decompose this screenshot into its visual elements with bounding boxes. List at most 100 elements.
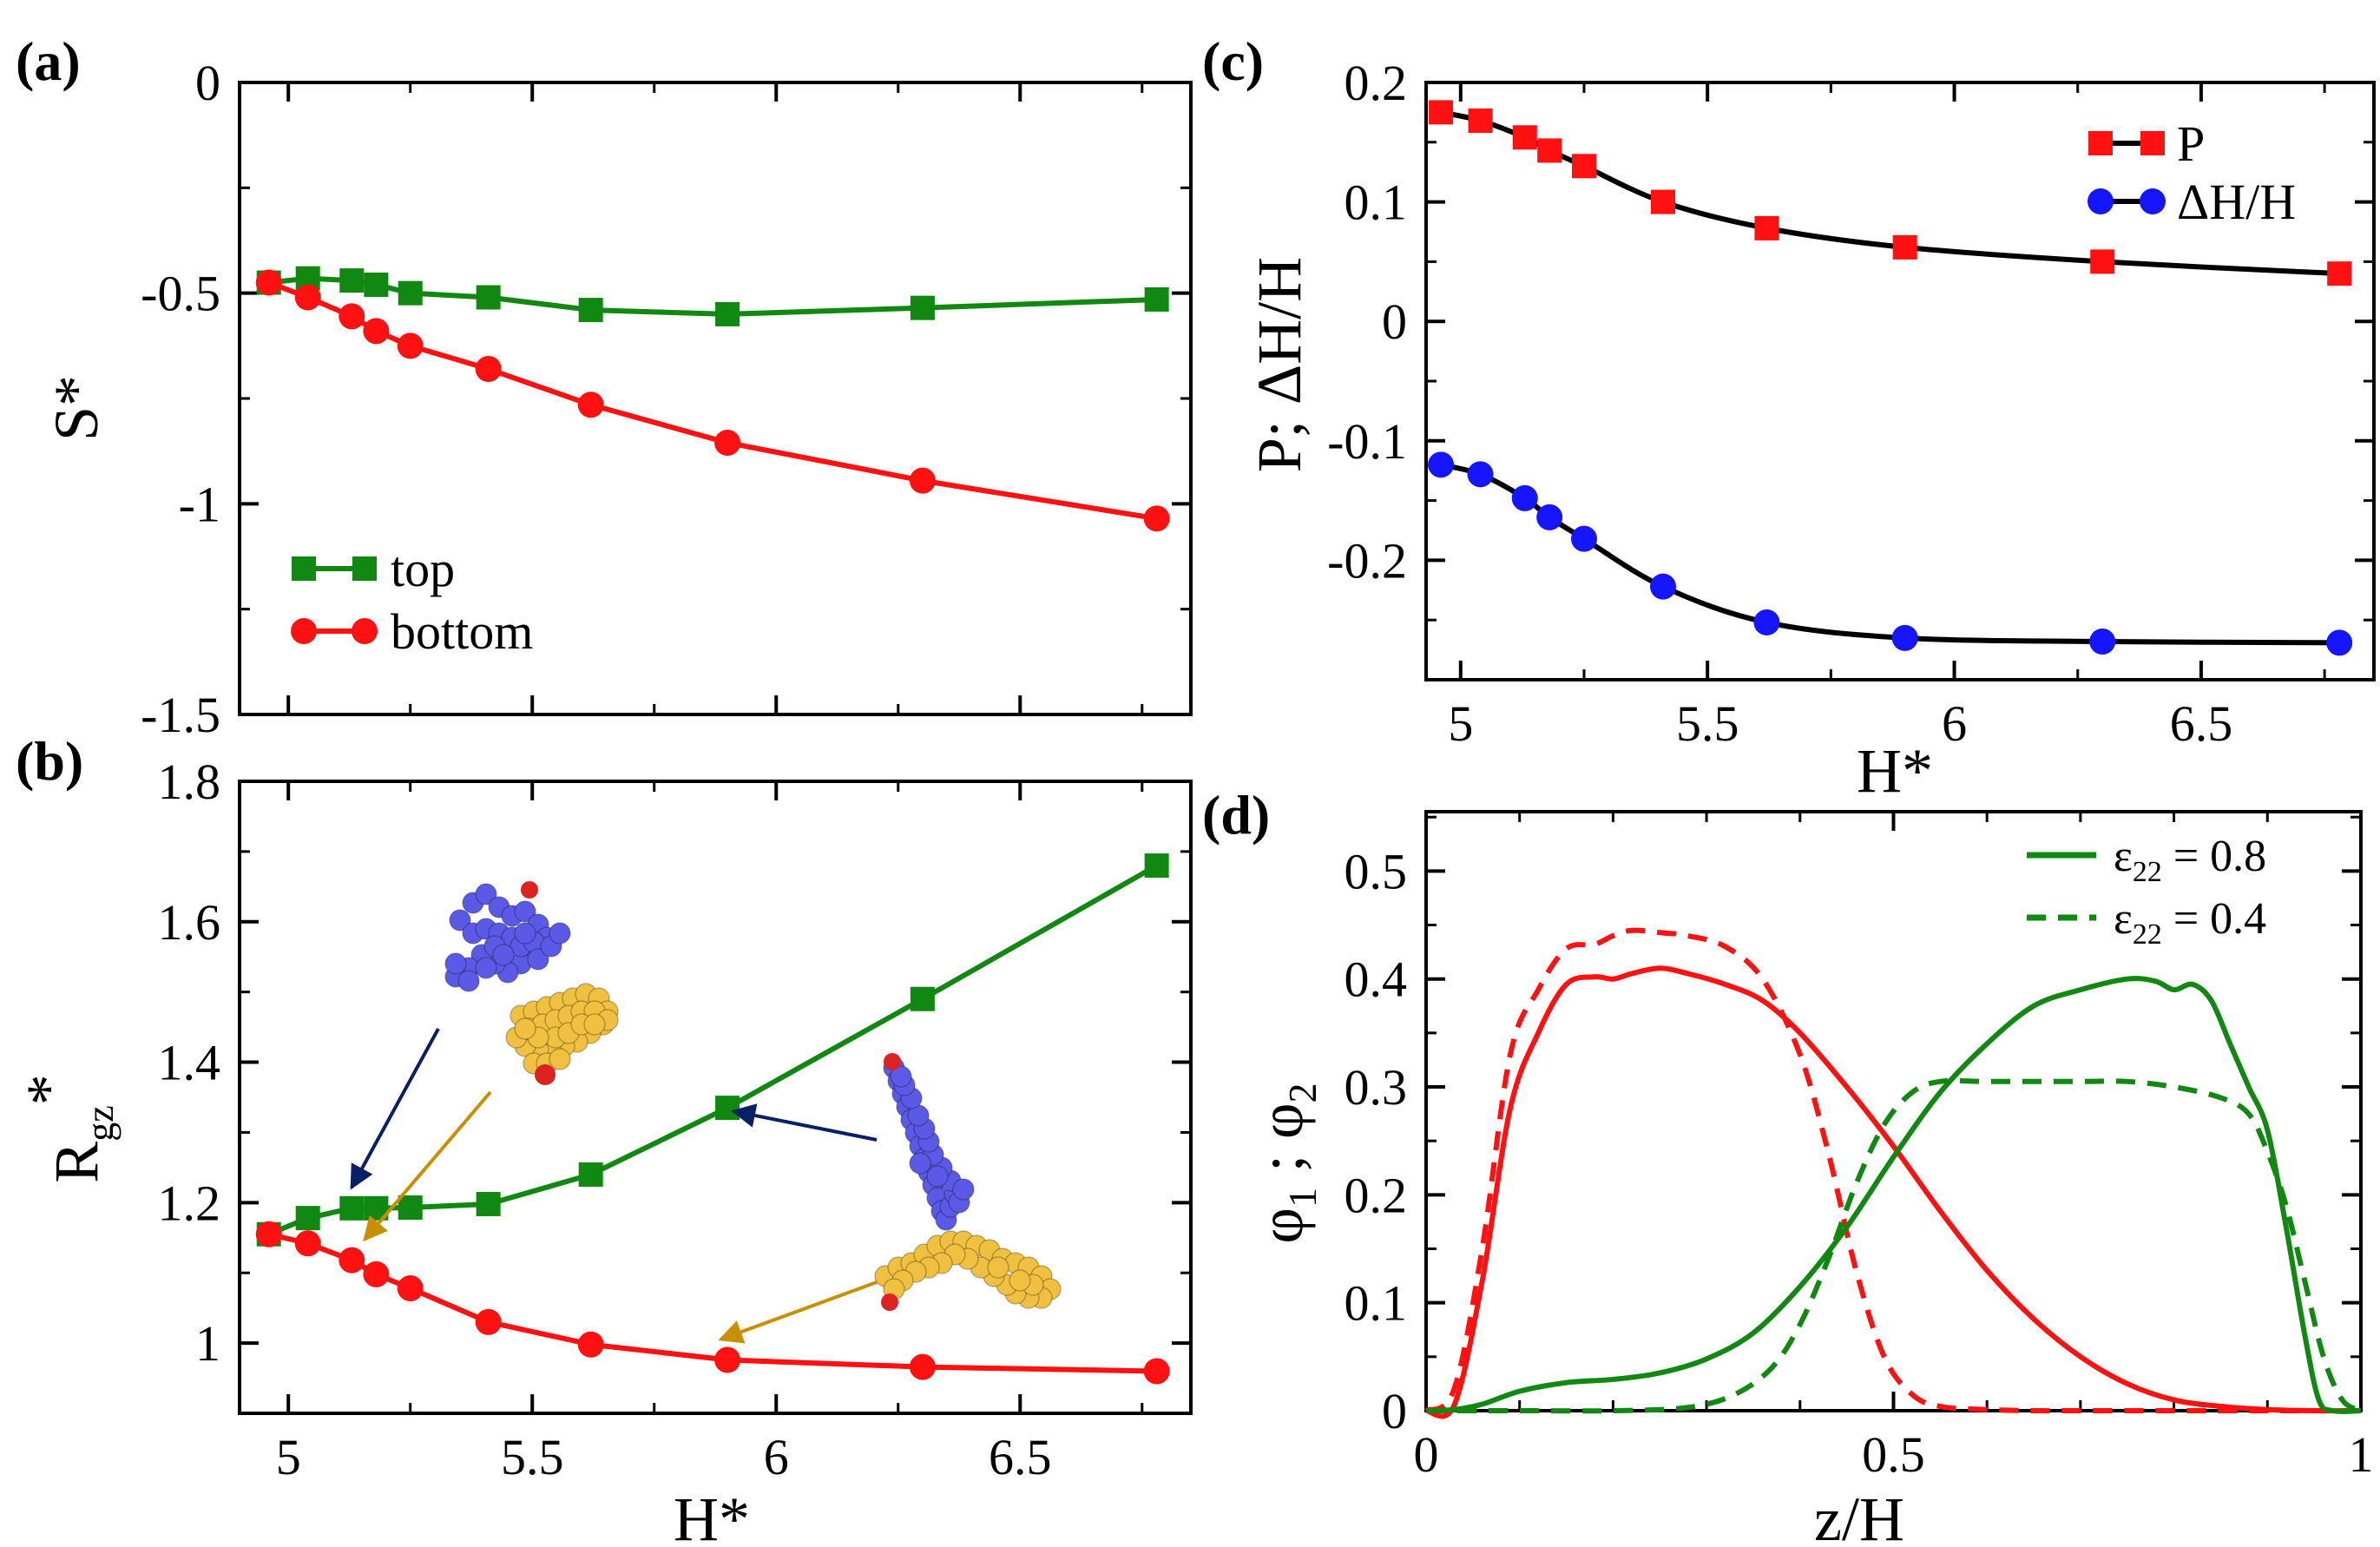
data-point-square [295,1206,320,1231]
molecule-bead [549,922,571,945]
data-point-square [715,1096,740,1121]
series-line-1 [267,280,1158,522]
x-tick-label: 6.5 [2170,695,2233,752]
data-point-circle [339,303,365,330]
series-line-1 [1440,462,2340,646]
data-point-square [1892,234,1917,260]
panel-b-xlabel: H* [674,1484,750,1547]
y-tick-label: 0 [195,55,220,111]
data-point-square [910,295,935,320]
panel-d-ylabel-sub2: 2 [1280,1083,1325,1103]
x-tick-label: 5 [1448,695,1473,752]
blue-molecule-2 [883,1057,975,1231]
legend-label: ε22 = 0.8 [2114,832,2266,888]
molecule-bead [952,1178,975,1201]
y-tick-label: 0.4 [1345,951,1408,1008]
data-point-square [578,298,603,323]
data-point-circle [397,1275,424,1302]
data-point-square [1144,853,1169,879]
molecule-bead [492,944,515,966]
legend-marker [2087,188,2114,214]
legend-label-rest: = 0.4 [2162,894,2266,944]
data-point-square [2327,261,2352,286]
data-point-square [1468,109,1493,134]
plot-frame [238,81,1193,716]
molecule-illustrations [444,881,1062,1311]
data-point-square [339,268,365,293]
y-tick-label: 1.8 [158,754,221,810]
panel-b-chart: 5 5.5 6 6.5 1 1.2 1.4 1.6 1.8 [158,754,1193,1485]
panel-d-ylabel: φ1 ; φ2 [1246,1083,1325,1243]
data-point-circle [363,318,390,345]
data-point-circle [909,1353,936,1380]
legend-label-main: ε [2114,832,2133,881]
x-tick-label: 0.5 [1862,1426,1925,1483]
arrow-gold-2 [718,1280,878,1344]
y-tick-label: 0.2 [1345,55,1408,111]
data-point-circle [1428,451,1455,478]
y-tick-label: -0.5 [141,266,220,322]
legend-marker [2140,131,2165,155]
panel-d-label: (d) [1202,784,1270,846]
molecule-end-bead [881,1294,898,1311]
data-point-square [1754,215,1779,240]
data-point-square [476,285,501,310]
data-point-circle [1143,505,1170,532]
series-line-2 [1425,976,2362,1414]
y-tick-label: 1 [195,1315,220,1372]
data-point-circle [339,1247,365,1274]
y-tick-label: 1.2 [158,1175,221,1231]
y-tick-label: 0.5 [1345,843,1408,899]
panel-c-ylabel: P; ΔH/H [1245,257,1314,472]
x-tick-label: 1 [2349,1426,2374,1483]
panel-b-ylabel: Rgz* [14,1074,122,1183]
y-tick-label: 0.3 [1345,1059,1408,1116]
y-tick-label: 1.6 [158,894,221,951]
panel-b-label: (b) [16,730,83,792]
data-point-circle [577,1331,604,1358]
panel-d-xlabel: z/H [1814,1484,1904,1547]
legend-marker [352,618,378,644]
data-point-circle [1891,624,1918,651]
legend-label-main: ε [2114,894,2133,944]
molecule-bead [475,957,497,979]
arrow-navy-1 [350,1028,440,1190]
molecule-bead [475,883,497,905]
data-point-square [1144,286,1169,312]
data-point-square [578,1162,603,1187]
molecule-bead [890,1065,912,1088]
data-point-circle [255,269,282,296]
panel-b-ylabel-sup: * [14,1074,83,1105]
legend-label-sub: 22 [2133,918,2162,951]
data-point-square [1572,154,1596,179]
blue-molecule-1 [444,883,571,992]
data-point-circle [714,1346,741,1373]
data-point-square [398,280,423,306]
legend-marker [2140,188,2166,214]
y-tick-label: 1.4 [158,1035,221,1091]
molecule-bead [527,948,549,971]
panel-b-ylabel-main: R [42,1142,111,1183]
legend-label-bottom: bottom [391,603,533,660]
molecule-bead [514,1017,536,1040]
molecule-bead [1009,1269,1031,1292]
data-point-circle [1143,1358,1170,1385]
data-point-square [1651,189,1675,214]
data-point-circle [255,1221,282,1247]
y-tick-label: 0.1 [1345,174,1408,231]
yellow-molecule-2 [874,1230,1062,1309]
molecule-bead [987,1256,1009,1279]
y-tick-label: 0.2 [1345,1167,1408,1223]
data-point-square [715,301,740,326]
data-point-square [910,986,935,1011]
molecule-bead [926,1165,949,1188]
data-point-circle [294,1230,321,1257]
x-tick-label: 0 [1414,1426,1439,1483]
molecule-bead [444,952,467,975]
y-tick-label: 0 [1382,293,1407,350]
series-line-0 [268,275,1157,317]
molecule-bead [514,900,536,923]
series-line-1 [1424,927,2361,1414]
y-tick-label: -1.5 [141,687,220,743]
